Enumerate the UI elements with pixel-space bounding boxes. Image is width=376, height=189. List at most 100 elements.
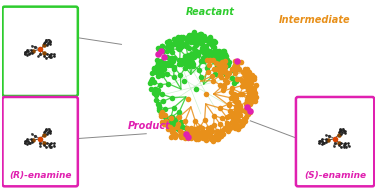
Point (221, 86, 227, 89)
Point (46, 54, 52, 57)
Point (32, 135, 38, 138)
Point (203, 45, 209, 48)
Point (233, 105, 239, 108)
Point (226, 115, 232, 118)
Point (182, 119, 188, 122)
Point (205, 70, 211, 74)
Point (21, 142, 27, 145)
Point (41, 54, 47, 57)
Point (42, 130, 48, 133)
Point (199, 48, 205, 51)
Point (240, 84, 246, 88)
Point (320, 142, 326, 145)
Point (217, 106, 223, 109)
Point (186, 38, 193, 41)
Point (180, 35, 186, 38)
Point (48, 52, 54, 55)
Point (206, 41, 212, 44)
Point (200, 130, 206, 133)
Point (222, 59, 228, 62)
Point (161, 63, 167, 66)
Point (213, 55, 219, 58)
Point (159, 72, 165, 75)
Point (157, 46, 163, 50)
Point (242, 108, 248, 111)
Point (250, 97, 256, 100)
Point (218, 55, 224, 58)
Point (203, 131, 209, 134)
Point (244, 98, 250, 101)
Point (338, 129, 344, 132)
Point (155, 75, 161, 78)
Point (161, 65, 167, 68)
Point (179, 126, 185, 129)
Point (168, 115, 174, 118)
Point (245, 112, 251, 115)
Point (162, 114, 168, 117)
Point (217, 53, 223, 56)
Point (178, 121, 184, 124)
Point (171, 132, 177, 136)
Point (253, 83, 259, 86)
Point (169, 131, 175, 134)
Point (239, 84, 245, 87)
Point (41, 44, 47, 47)
Point (221, 58, 227, 61)
Point (215, 57, 221, 60)
Point (237, 113, 243, 116)
Point (246, 70, 252, 73)
Point (172, 42, 178, 45)
Point (185, 53, 191, 56)
Point (37, 141, 43, 144)
Point (158, 63, 164, 66)
Point (202, 51, 208, 54)
Point (185, 36, 191, 39)
Point (186, 33, 192, 36)
Point (246, 76, 252, 79)
Point (229, 77, 235, 80)
Point (159, 45, 165, 48)
Point (325, 139, 331, 142)
Point (150, 67, 156, 70)
Point (220, 69, 226, 72)
Point (41, 131, 47, 134)
Point (155, 53, 161, 56)
Point (159, 93, 165, 96)
Point (237, 106, 243, 109)
Point (173, 41, 179, 44)
Point (237, 108, 243, 111)
Point (246, 76, 252, 79)
Point (232, 127, 238, 130)
Point (187, 35, 193, 38)
Point (183, 127, 190, 130)
Point (240, 71, 246, 74)
Point (246, 82, 252, 85)
Point (177, 74, 183, 77)
Point (209, 43, 215, 46)
Point (220, 67, 226, 70)
Point (202, 36, 208, 39)
Point (246, 70, 252, 73)
Point (244, 77, 250, 80)
Point (211, 68, 217, 71)
FancyBboxPatch shape (296, 97, 374, 186)
Point (47, 129, 53, 132)
Point (156, 70, 162, 74)
Point (246, 106, 252, 109)
Point (182, 57, 188, 60)
Point (251, 90, 257, 93)
Point (208, 138, 214, 141)
Point (218, 76, 224, 79)
Point (203, 38, 209, 41)
Point (41, 42, 47, 45)
Point (170, 127, 176, 130)
Point (155, 68, 161, 71)
Point (217, 74, 223, 77)
Point (164, 124, 170, 127)
Point (323, 133, 329, 136)
Point (188, 132, 194, 135)
Point (242, 110, 248, 113)
Point (158, 112, 164, 115)
Point (221, 128, 227, 131)
Point (46, 144, 52, 147)
